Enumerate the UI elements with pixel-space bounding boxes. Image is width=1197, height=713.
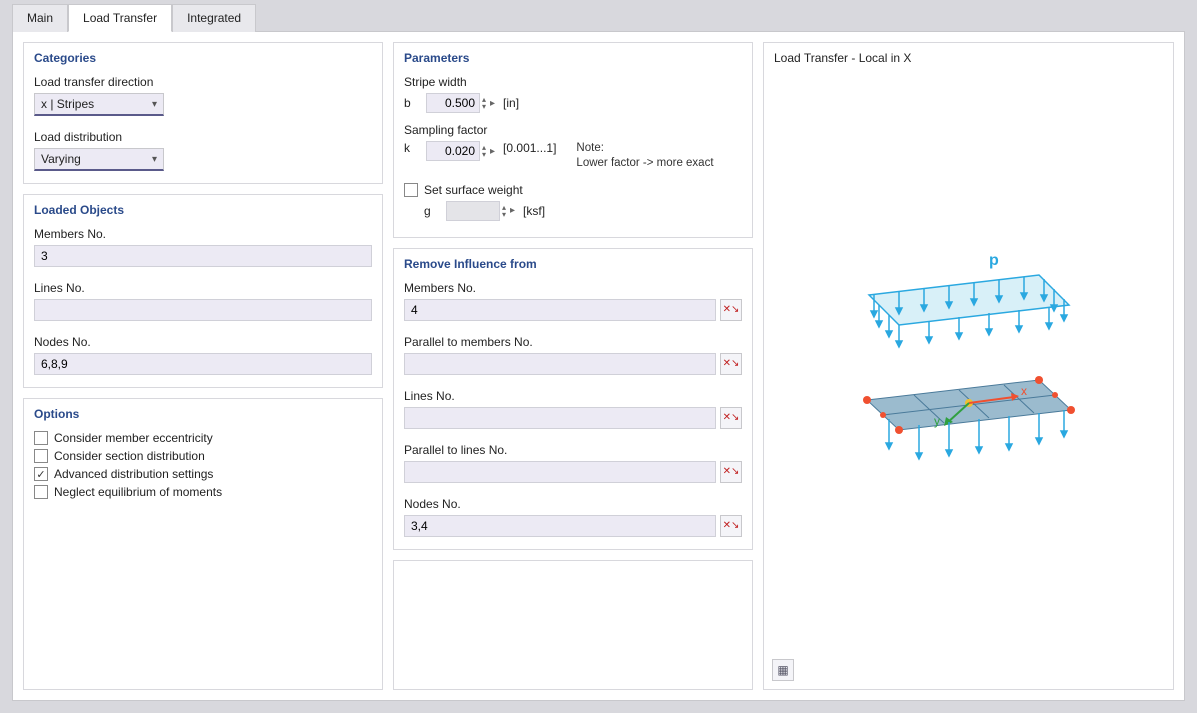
content-area: Categories Load transfer direction x | S… (12, 31, 1185, 701)
spinner-arrows-icon[interactable]: ▴▾ (482, 144, 486, 158)
spinner-arrows-icon[interactable]: ▴▾ (482, 96, 486, 110)
grid-icon: ▦ (777, 663, 788, 677)
nodes-label: Nodes No. (34, 335, 372, 349)
direction-value: x | Stripes (41, 97, 94, 111)
preview-diagram: p (774, 235, 1163, 485)
panel-empty (393, 560, 753, 690)
stripe-width-unit: [in] (503, 96, 519, 110)
stripe-width-spinner[interactable]: ▴▾ ▸ (426, 93, 495, 113)
stripe-width-input[interactable] (426, 93, 480, 113)
pick-icon: ✕↘ (723, 466, 740, 477)
option-label: Neglect equilibrium of moments (54, 485, 222, 499)
stripe-width-symbol: b (404, 96, 418, 110)
preview-settings-button[interactable]: ▦ (772, 659, 794, 681)
option-label: Advanced distribution settings (54, 467, 213, 481)
panel-title: Remove Influence from (404, 257, 742, 271)
sampling-range: [0.001...1] (503, 141, 556, 155)
svg-text:x: x (1021, 384, 1027, 398)
remove-parallel-members-label: Parallel to members No. (404, 335, 742, 349)
sampling-symbol: k (404, 141, 418, 155)
remove-parallel-members-input[interactable] (404, 353, 716, 375)
surface-weight-input (446, 201, 500, 221)
lines-label: Lines No. (34, 281, 372, 295)
remove-lines-input[interactable] (404, 407, 716, 429)
pick-parallel-members-button[interactable]: ✕↘ (720, 353, 742, 375)
panel-preview: Load Transfer - Local in X (763, 42, 1174, 690)
checkbox-neglect[interactable] (34, 485, 48, 499)
panel-title: Categories (34, 51, 372, 65)
remove-nodes-input[interactable] (404, 515, 716, 537)
panel-title: Parameters (404, 51, 742, 65)
loaded-nodes-input[interactable] (34, 353, 372, 375)
pick-icon: ✕↘ (723, 304, 740, 315)
sampling-label: Sampling factor (404, 123, 742, 137)
remove-lines-label: Lines No. (404, 389, 742, 403)
pick-lines-button[interactable]: ✕↘ (720, 407, 742, 429)
loaded-lines-input[interactable] (34, 299, 372, 321)
spinner-slider-icon[interactable]: ▸ (490, 98, 495, 109)
pick-nodes-button[interactable]: ✕↘ (720, 515, 742, 537)
sampling-note: Note: Lower factor -> more exact (576, 141, 713, 171)
checkbox-surface-weight[interactable] (404, 183, 418, 197)
direction-select[interactable]: x | Stripes ▾ (34, 93, 164, 116)
tab-integrated[interactable]: Integrated (172, 4, 256, 32)
option-label: Consider section distribution (54, 449, 205, 463)
checkbox-advanced[interactable] (34, 467, 48, 481)
remove-parallel-lines-label: Parallel to lines No. (404, 443, 742, 457)
option-label: Consider member eccentricity (54, 431, 213, 445)
pick-icon: ✕↘ (723, 412, 740, 423)
distribution-label: Load distribution (34, 130, 372, 144)
chevron-down-icon: ▾ (152, 99, 157, 110)
pick-parallel-lines-button[interactable]: ✕↘ (720, 461, 742, 483)
panel-parameters: Parameters Stripe width b ▴▾ ▸ [in] Samp… (393, 42, 753, 238)
stripe-width-label: Stripe width (404, 75, 742, 89)
panel-loaded-objects: Loaded Objects Members No. Lines No. Nod… (23, 194, 383, 388)
remove-parallel-lines-input[interactable] (404, 461, 716, 483)
panel-categories: Categories Load transfer direction x | S… (23, 42, 383, 184)
surface-weight-label: Set surface weight (424, 183, 523, 197)
chevron-down-icon: ▾ (152, 154, 157, 165)
remove-members-label: Members No. (404, 281, 742, 295)
svg-text:p: p (989, 252, 999, 269)
spinner-arrows-icon: ▴▾ (502, 204, 506, 218)
surface-weight-symbol: g (424, 204, 438, 218)
surface-weight-unit: [ksf] (523, 204, 545, 218)
remove-nodes-label: Nodes No. (404, 497, 742, 511)
panel-remove-influence: Remove Influence from Members No. ✕↘ Par… (393, 248, 753, 550)
tab-main[interactable]: Main (12, 4, 68, 32)
panel-options: Options Consider member eccentricity Con… (23, 398, 383, 690)
sampling-input[interactable] (426, 141, 480, 161)
loaded-members-input[interactable] (34, 245, 372, 267)
tabs-bar: Main Load Transfer Integrated (12, 4, 1185, 32)
pick-icon: ✕↘ (723, 358, 740, 369)
panel-title: Loaded Objects (34, 203, 372, 217)
spinner-slider-icon: ▸ (510, 205, 515, 216)
direction-label: Load transfer direction (34, 75, 372, 89)
checkbox-section-dist[interactable] (34, 449, 48, 463)
spinner-slider-icon[interactable]: ▸ (490, 146, 495, 157)
remove-members-input[interactable] (404, 299, 716, 321)
pick-members-button[interactable]: ✕↘ (720, 299, 742, 321)
members-label: Members No. (34, 227, 372, 241)
checkbox-eccentricity[interactable] (34, 431, 48, 445)
distribution-value: Varying (41, 152, 81, 166)
tab-load-transfer[interactable]: Load Transfer (68, 4, 172, 32)
sampling-spinner[interactable]: ▴▾ ▸ (426, 141, 495, 161)
surface-weight-spinner: ▴▾ ▸ (446, 201, 515, 221)
distribution-select[interactable]: Varying ▾ (34, 148, 164, 171)
pick-icon: ✕↘ (723, 520, 740, 531)
svg-text:y: y (934, 414, 940, 428)
preview-title: Load Transfer - Local in X (774, 51, 1163, 65)
panel-title: Options (34, 407, 372, 421)
